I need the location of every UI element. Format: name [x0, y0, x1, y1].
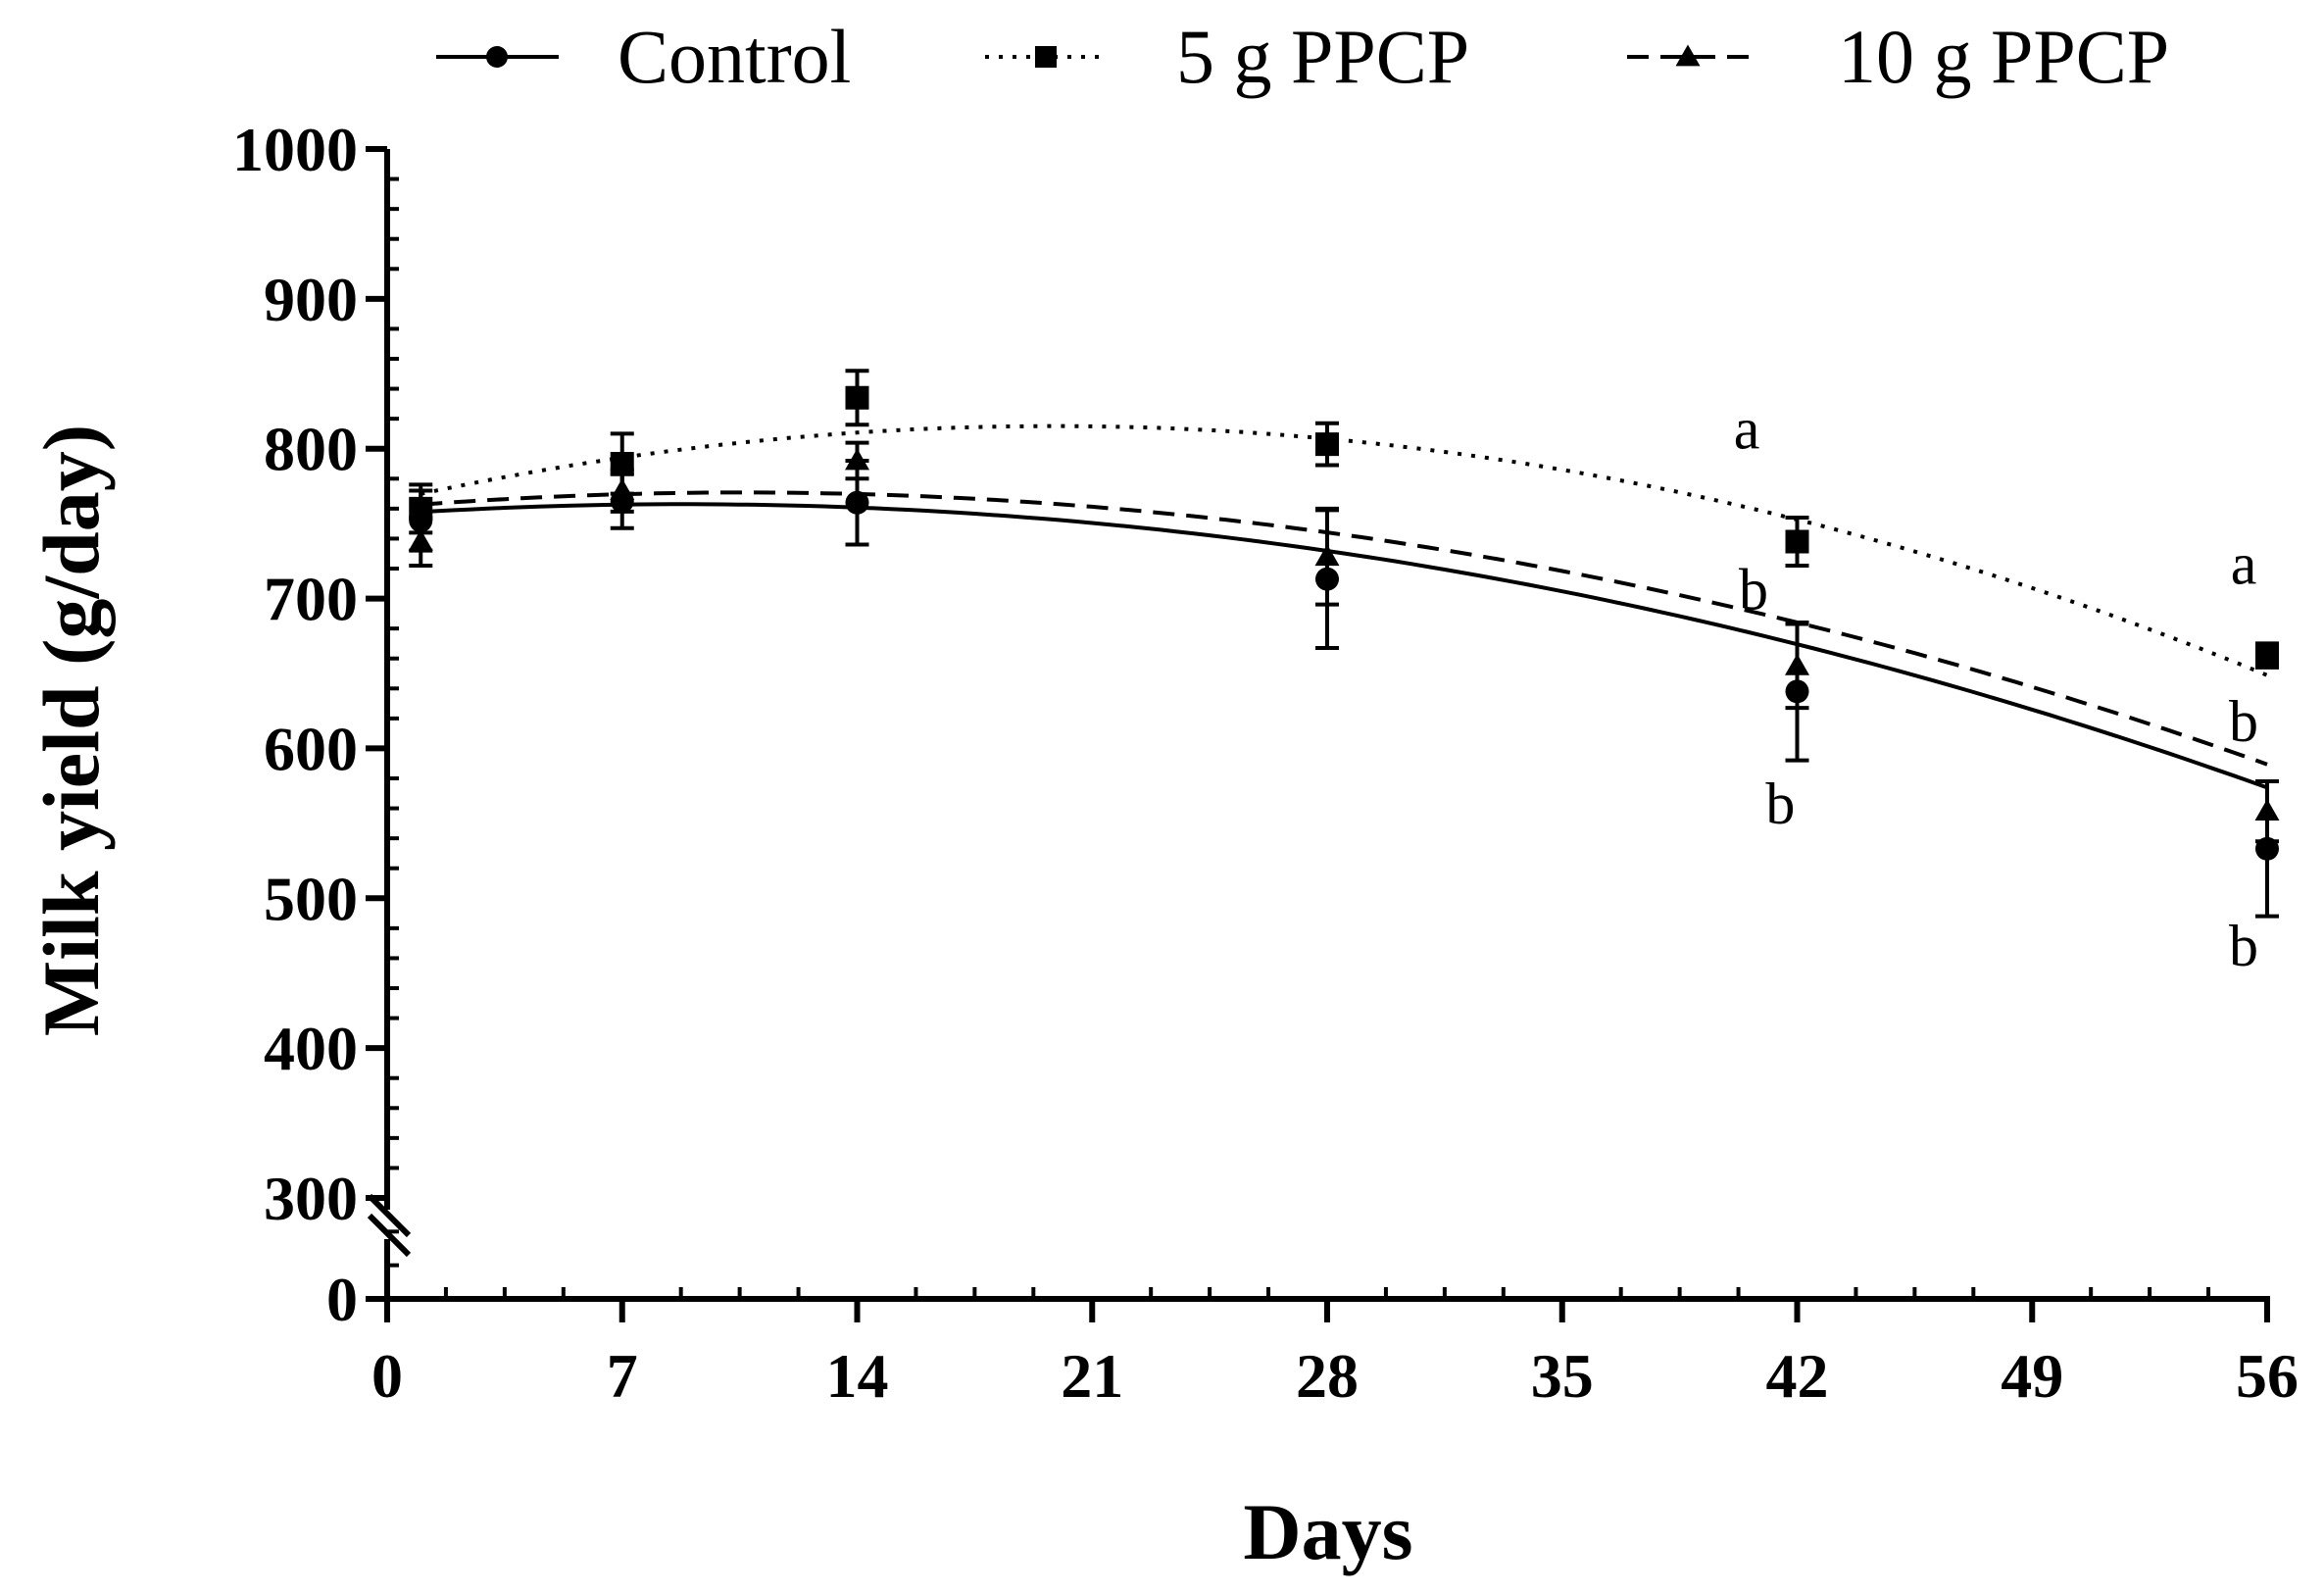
- series-10-g-ppcp: [408, 440, 2280, 844]
- legend-item-10-g-ppcp: 10 g PPCP: [1627, 14, 2169, 99]
- data-point-10-g-ppcp: [408, 528, 433, 551]
- x-tick-label: 28: [1296, 1341, 1359, 1411]
- x-tick-label: 49: [2001, 1341, 2063, 1411]
- legend-marker-control: [486, 46, 508, 68]
- y-tick-label: 1000: [232, 115, 358, 184]
- y-tick-label: 600: [264, 714, 358, 783]
- plot-area: a b b a b b: [408, 369, 2280, 978]
- y-tick-label: 400: [264, 1014, 358, 1083]
- fit-line-5-g-ppcp: [420, 423, 2268, 677]
- y-tick-label: 0: [326, 1265, 358, 1334]
- data-point-5-g-ppcp: [1315, 432, 1339, 457]
- significance-letter: b: [2229, 689, 2258, 754]
- x-tick-label: 56: [2236, 1341, 2299, 1411]
- legend-marker-5-g-ppcp: [1035, 46, 1057, 68]
- legend: Control 5 g PPCP 10 g PPCP: [436, 14, 2169, 99]
- data-point-control: [845, 490, 869, 515]
- legend-item-5-g-ppcp: 5 g PPCP: [985, 14, 1469, 99]
- data-point-10-g-ppcp: [2254, 799, 2280, 821]
- data-point-10-g-ppcp: [845, 448, 869, 471]
- data-point-10-g-ppcp: [1314, 544, 1340, 567]
- series-control: [409, 458, 2279, 919]
- y-tick-label: 500: [264, 864, 358, 933]
- x-axis-title: Days: [1243, 1487, 1412, 1576]
- significance-letter: a: [2231, 531, 2257, 596]
- axes: 0 300 400 500 600 700 800 900 1000 0 7 14 21 28 35 42 49…: [232, 115, 2299, 1411]
- axis-break-mark-1: [367, 1193, 412, 1238]
- y-tick-label: 800: [264, 415, 358, 484]
- x-tick-label: 35: [1531, 1341, 1594, 1411]
- x-tick-label: 42: [1766, 1341, 1829, 1411]
- significance-letter: b: [1765, 772, 1795, 836]
- data-point-5-g-ppcp: [1785, 529, 1809, 554]
- y-tick-label: 300: [264, 1164, 358, 1233]
- y-axis-title: Milk yield (g/day): [26, 424, 116, 1036]
- legend-label-control: Control: [618, 14, 851, 99]
- legend-label-10-g-ppcp: 10 g PPCP: [1838, 14, 2169, 99]
- axis-break-mark-2: [367, 1213, 412, 1258]
- fit-line-control: [420, 502, 2268, 790]
- significance-letter: b: [2229, 914, 2258, 978]
- legend-item-control: Control: [436, 14, 851, 99]
- x-tick-label: 0: [371, 1341, 403, 1411]
- data-point-10-g-ppcp: [610, 478, 635, 500]
- data-point-5-g-ppcp: [2255, 643, 2279, 668]
- x-tick-label: 7: [607, 1341, 638, 1411]
- significance-letter: a: [1734, 397, 1760, 462]
- x-tick-label: 14: [826, 1341, 889, 1411]
- legend-marker-10-g-ppcp: [1675, 44, 1701, 67]
- data-point-10-g-ppcp: [1785, 653, 1809, 675]
- fit-line-10-g-ppcp: [420, 490, 2268, 767]
- significance-letter: b: [1739, 557, 1768, 622]
- legend-label-5-g-ppcp: 5 g PPCP: [1176, 14, 1469, 99]
- series-5-g-ppcp: [409, 369, 2279, 677]
- data-point-5-g-ppcp: [845, 385, 869, 410]
- y-tick-label: 700: [264, 565, 358, 634]
- x-tick-label: 21: [1061, 1341, 1123, 1411]
- y-tick-label: 900: [264, 265, 358, 334]
